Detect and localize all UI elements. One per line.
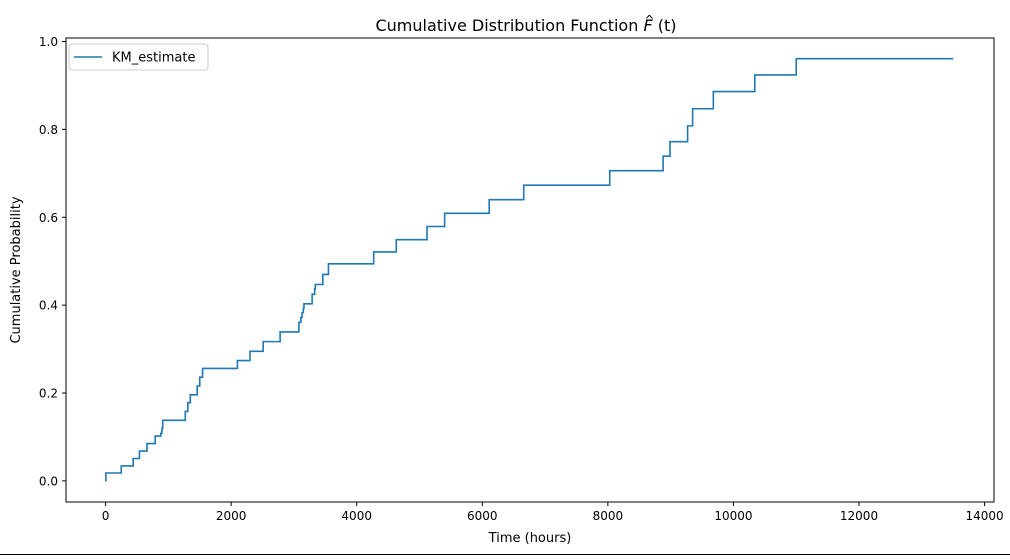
y-tick-label: 1.0 bbox=[39, 35, 58, 49]
chart-title-math-arg: (t) bbox=[658, 16, 677, 35]
x-tick-label: 8000 bbox=[593, 509, 624, 523]
x-tick-label: 14000 bbox=[965, 509, 1003, 523]
legend: KM_estimate bbox=[68, 43, 209, 71]
y-tick-label: 0.2 bbox=[39, 387, 58, 401]
y-tick-label: 0.4 bbox=[39, 299, 58, 313]
x-tick-label: 0 bbox=[102, 509, 110, 523]
series-line-km-estimate bbox=[105, 57, 954, 482]
legend-box bbox=[68, 43, 209, 71]
axes-frame bbox=[65, 37, 995, 503]
chart-title-prefix: Cumulative Distribution Function bbox=[375, 16, 643, 35]
plot-area: 0 2000 4000 6000 8000 10000 12000 14000 0.0 0.2 0.… bbox=[39, 35, 1004, 523]
x-tick-label: 2000 bbox=[216, 509, 247, 523]
y-tick-label: 0.0 bbox=[39, 474, 58, 488]
x-tick-label: 6000 bbox=[467, 509, 498, 523]
x-tick-label: 12000 bbox=[840, 509, 878, 523]
chart-title-hat: ^ bbox=[644, 13, 654, 27]
x-axis-label: Time (hours) bbox=[488, 531, 572, 546]
y-tick-label: 0.6 bbox=[39, 211, 58, 225]
legend-label: KM_estimate bbox=[112, 51, 195, 66]
bottom-rule bbox=[0, 554, 1010, 555]
x-tick-label: 4000 bbox=[341, 509, 372, 523]
chart-title-math: F bbox=[643, 16, 653, 35]
y-tick-label: 0.8 bbox=[39, 123, 58, 137]
y-axis-label: Cumulative Probability bbox=[9, 196, 24, 343]
chart-title: Cumulative Distribution Function F (t) bbox=[375, 16, 676, 35]
x-tick-label: 10000 bbox=[714, 509, 752, 523]
